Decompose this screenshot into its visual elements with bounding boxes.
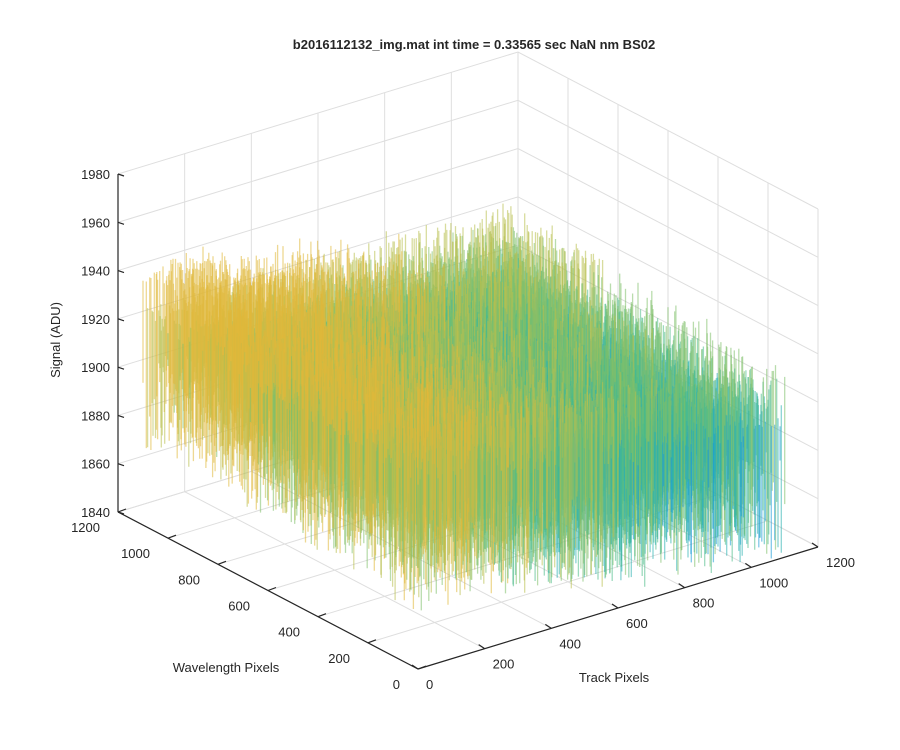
surface-layer — [142, 203, 786, 611]
grid-line — [117, 51, 819, 210]
grid-line — [117, 148, 819, 307]
grid-line — [117, 196, 819, 355]
grid-line — [117, 99, 819, 258]
